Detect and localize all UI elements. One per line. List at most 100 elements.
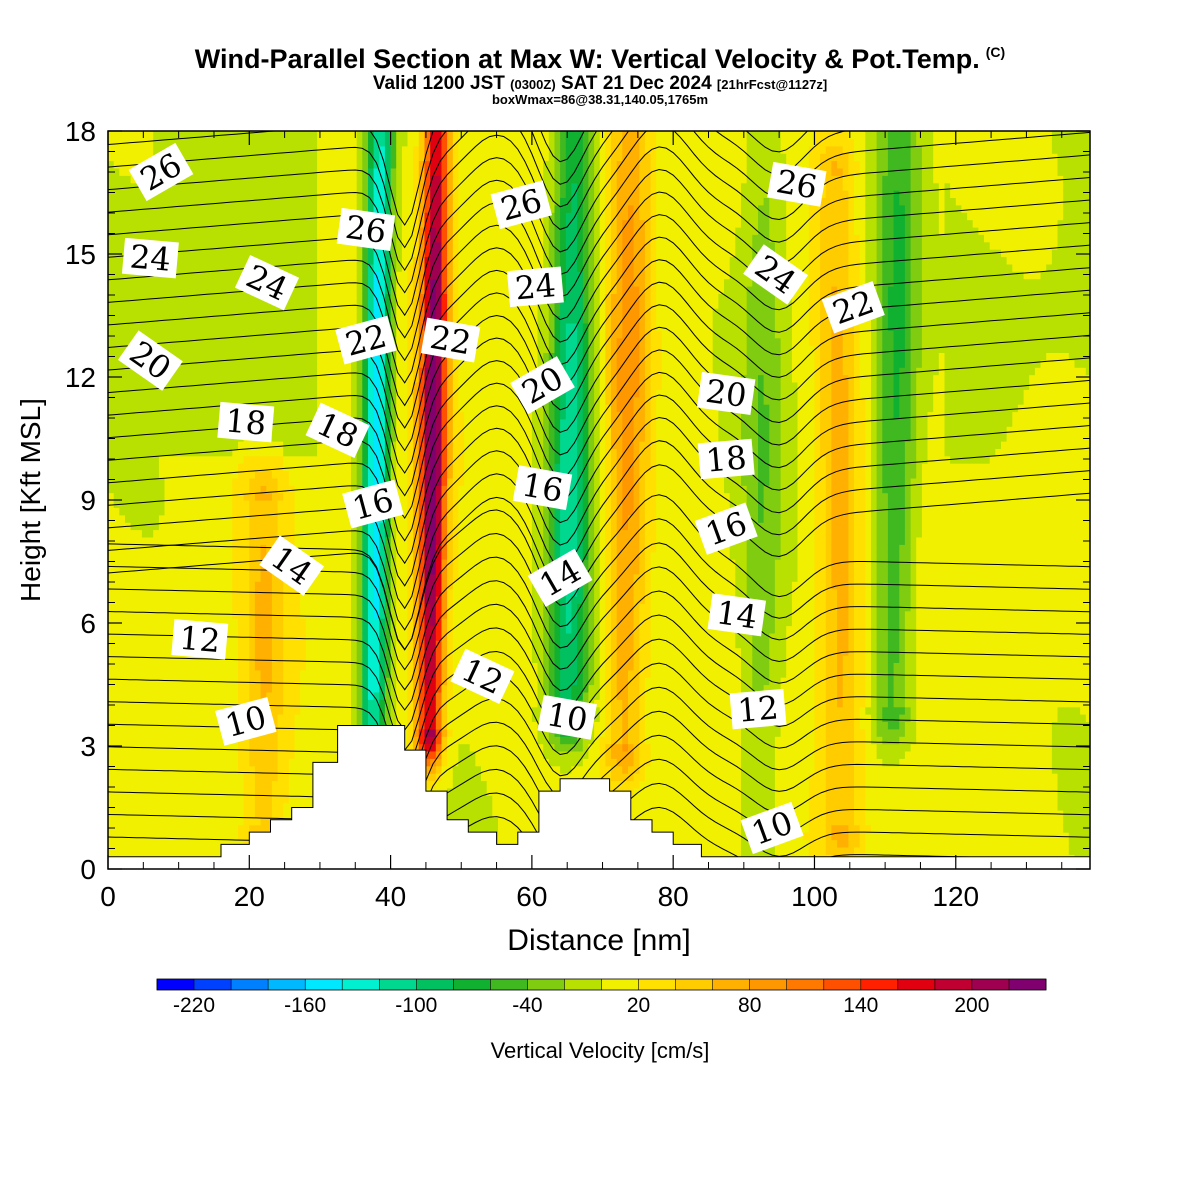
contour-label-box <box>696 371 756 415</box>
colorbar-swatch <box>712 979 750 990</box>
colorbar-tick-label: -100 <box>395 994 437 1017</box>
contour-label: 16 <box>512 465 573 511</box>
colorbar-swatch <box>1009 979 1047 990</box>
colorbar-swatch <box>416 979 454 990</box>
contour-label-box <box>259 535 325 596</box>
colorbar-swatch <box>675 979 713 990</box>
chart-title: Wind-Parallel Section at Max W: Vertical… <box>194 44 1006 74</box>
contour-label-box <box>128 142 194 202</box>
theta-contour-line <box>108 614 1090 752</box>
colorbar-tick-label: 20 <box>627 994 650 1017</box>
y-tick-label: 15 <box>65 239 96 270</box>
terrain-mask <box>107 725 1091 870</box>
contour-label-text: 18 <box>224 401 268 442</box>
colorbar-swatch <box>860 979 899 990</box>
contour-label-box <box>506 266 564 308</box>
x-tick-label: 20 <box>234 881 265 912</box>
contour-label: 10 <box>537 694 597 740</box>
x-tick-label: 80 <box>658 881 689 912</box>
contour-label-text: 12 <box>178 619 222 660</box>
colorbar-swatch <box>601 979 639 990</box>
colorbar-frame <box>156 978 1047 991</box>
contour-label-box <box>450 648 515 705</box>
contour-label-box <box>121 237 179 279</box>
x-tick-label: 60 <box>516 881 547 912</box>
contour-label-box <box>490 180 553 230</box>
y-axis-label: Height [Kft MSL] <box>15 398 46 602</box>
colorbar-tick-label: -160 <box>284 994 326 1017</box>
contour-label-box <box>420 317 481 363</box>
contour-label-text: 16 <box>519 465 566 509</box>
contour-label-box <box>821 281 885 334</box>
contour-label: 24 <box>506 266 564 308</box>
colorbar-swatch <box>564 979 602 990</box>
theta-contour-line <box>108 662 1090 792</box>
theta-contour-line <box>108 259 1090 452</box>
contour-label-box <box>697 438 755 480</box>
contour-label-box <box>512 465 573 511</box>
contour-label-text: 18 <box>704 438 748 479</box>
colorbar-swatch <box>379 979 417 990</box>
contour-label: 12 <box>729 688 787 730</box>
theta-contour-line <box>108 131 809 249</box>
y-tick-label: 3 <box>80 731 96 762</box>
theta-contour-line <box>108 566 1090 711</box>
contour-label: 18 <box>697 438 755 480</box>
contour-label-box <box>740 801 804 855</box>
theta-contour-line <box>108 440 1090 631</box>
chart-valid-time: Valid 1200 JST (0300Z) SAT 21 Dec 2024 [… <box>0 73 1200 95</box>
theta-contour-line <box>108 304 1090 497</box>
colorbar-tick-label: -220 <box>173 994 215 1017</box>
colorbar-swatch <box>897 979 936 990</box>
theta-contour-line <box>108 214 1090 407</box>
contour-label-box <box>527 548 593 607</box>
theta-contour-line <box>108 416 1090 610</box>
contour-label-box <box>767 161 827 207</box>
contour-label-text: 12 <box>736 688 780 729</box>
contour-label-box <box>336 207 396 251</box>
contour-label: 14 <box>707 593 767 636</box>
x-tick-label: 100 <box>791 881 838 912</box>
colorbar-swatch <box>749 979 788 990</box>
contour-label-text: 26 <box>773 162 820 206</box>
theta-contour-line <box>108 131 1090 317</box>
colorbar-swatch <box>231 979 269 990</box>
contour-label-box <box>171 619 229 660</box>
contour-label-text: 24 <box>513 266 557 307</box>
colorbar-swatch <box>934 979 973 990</box>
colorbar-swatch <box>268 979 306 990</box>
contour-label-box <box>215 697 277 746</box>
colorbar-swatch <box>305 979 343 990</box>
terrain-shape <box>107 725 1091 870</box>
colorbar-tick-label: 140 <box>843 994 878 1017</box>
contour-label-box <box>217 401 275 443</box>
colorbar-swatch <box>971 979 1010 990</box>
theta-contour-line <box>108 394 1090 587</box>
colorbar-swatch <box>786 979 825 990</box>
theta-contour-line <box>108 131 848 272</box>
y-tick-label: 0 <box>80 854 96 885</box>
contour-label: 12 <box>171 619 229 660</box>
colorbar-swatch <box>527 979 565 990</box>
colorbar-swatch <box>453 979 491 990</box>
colorbar-tick-label: -40 <box>512 994 542 1017</box>
contour-label-box <box>694 502 758 555</box>
theta-contour-line <box>108 349 1090 542</box>
contour-label-box <box>537 694 597 740</box>
contour-label-box <box>729 688 787 730</box>
contour-label-box <box>305 402 370 459</box>
colorbar-swatch <box>823 979 862 990</box>
valid-utc: (0300Z) <box>510 77 556 92</box>
theta-contour-line <box>108 542 1090 691</box>
contour-label: 26 <box>490 180 553 230</box>
colorbar: -220 -160 -100 -40 20 80 140 200 <box>156 978 1047 1017</box>
x-axis-label: Distance [nm] <box>507 924 690 957</box>
valid-date: SAT 21 Dec 2024 <box>560 73 712 94</box>
y-tick-label: 12 <box>65 362 96 393</box>
y-tick-label: 9 <box>80 485 96 516</box>
contour-label-text: 24 <box>128 237 172 278</box>
colorbar-tick-label: 200 <box>954 994 989 1017</box>
contour-label: 10 <box>740 801 804 855</box>
